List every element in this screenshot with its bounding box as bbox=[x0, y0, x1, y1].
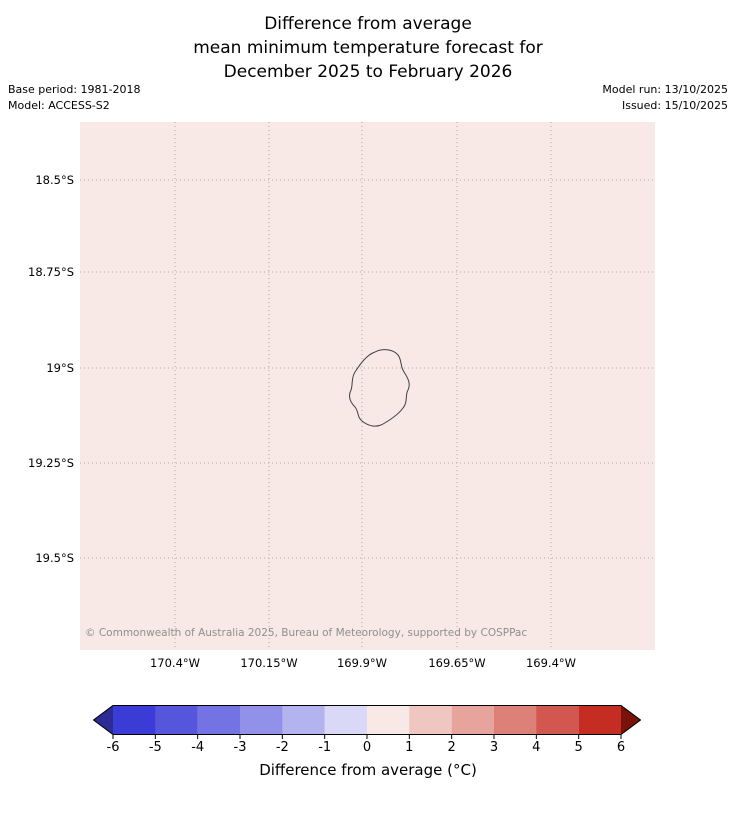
colorbar-segment bbox=[282, 705, 325, 735]
colorbar-segment bbox=[494, 705, 537, 735]
lon-tick-label: 170.4°W bbox=[149, 656, 201, 670]
colorbar-segment bbox=[578, 705, 621, 735]
base-period-text: Base period: 1981-2018 bbox=[8, 83, 141, 96]
lat-tick-label: 18.5°S bbox=[35, 173, 74, 187]
colorbar-tick-label: 0 bbox=[362, 740, 372, 755]
title-line-2: mean minimum temperature forecast for bbox=[193, 38, 543, 58]
lat-tick-label: 19.5°S bbox=[35, 551, 74, 565]
colorbar-tick-label: 2 bbox=[447, 740, 456, 755]
colorbar-tick-label: -5 bbox=[148, 740, 162, 755]
colorbar-segment bbox=[536, 705, 579, 735]
lat-tick-label: 18.75°S bbox=[28, 265, 74, 279]
title-line-3: December 2025 to February 2026 bbox=[223, 62, 513, 82]
lon-tick-label: 169.65°W bbox=[428, 656, 486, 670]
colorbar-tick-label: 1 bbox=[405, 740, 414, 755]
colorbar-segment bbox=[324, 705, 368, 735]
colorbar bbox=[93, 705, 641, 739]
colorbar-tick-marks bbox=[112, 735, 622, 739]
model-run-text: Model run: 13/10/2025 bbox=[602, 83, 728, 96]
issued-text: Issued: 15/10/2025 bbox=[621, 99, 728, 112]
map-background bbox=[80, 122, 655, 650]
metadata-left: Base period: 1981-2018 Model: ACCESS-S2 bbox=[8, 82, 140, 114]
lon-tick-label: 169.4°W bbox=[525, 656, 577, 670]
colorbar-tick-label: 6 bbox=[616, 740, 626, 755]
colorbar-right-arrow bbox=[621, 705, 641, 735]
colorbar-tick-label: -6 bbox=[106, 740, 120, 755]
chart-title: Difference from average mean minimum tem… bbox=[0, 12, 736, 84]
attribution-text: © Commonwealth of Australia 2025, Bureau… bbox=[85, 627, 527, 639]
colorbar-tick-label: 3 bbox=[489, 740, 499, 755]
model-text: Model: ACCESS-S2 bbox=[8, 99, 110, 112]
lat-tick-label: 19°S bbox=[46, 361, 74, 375]
gridlines bbox=[80, 122, 655, 650]
colorbar-left-arrow bbox=[93, 705, 113, 735]
metadata-right: Model run: 13/10/2025 Issued: 15/10/2025 bbox=[602, 82, 728, 114]
title-line-1: Difference from average bbox=[264, 14, 472, 34]
colorbar-segment bbox=[451, 705, 495, 735]
colorbar-tick-label: -1 bbox=[318, 740, 332, 755]
colorbar-tick-label: 5 bbox=[574, 740, 583, 755]
lat-tick-label: 19.25°S bbox=[28, 456, 74, 470]
lon-tick-label: 169.9°W bbox=[336, 656, 388, 670]
island-coastline-outline bbox=[349, 349, 410, 427]
colorbar-segment bbox=[113, 705, 156, 735]
colorbar-segment bbox=[197, 705, 241, 735]
map-panel: © Commonwealth of Australia 2025, Bureau… bbox=[80, 122, 655, 650]
colorbar-outline bbox=[93, 705, 641, 735]
colorbar-segment bbox=[409, 705, 452, 735]
colorbar-tick-label: -4 bbox=[191, 740, 205, 755]
colorbar-segment bbox=[155, 705, 198, 735]
colorbar-tick-label: 4 bbox=[532, 740, 541, 755]
colorbar-axis-label: Difference from average (°C) bbox=[259, 761, 477, 779]
colorbar-segment bbox=[367, 705, 410, 735]
colorbar-tick-label: -3 bbox=[233, 740, 247, 755]
lon-tick-label: 170.15°W bbox=[240, 656, 298, 670]
colorbar-segment bbox=[240, 705, 283, 735]
colorbar-tick-label: -2 bbox=[275, 740, 289, 755]
